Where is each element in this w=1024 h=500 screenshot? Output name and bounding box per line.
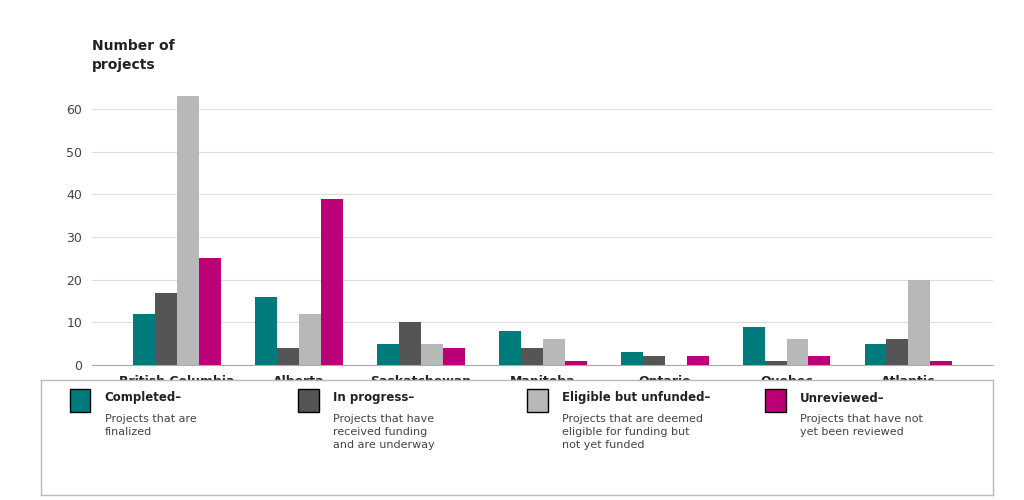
Bar (931, 360, 952, 365)
Text: Projects that have
received funding
and are underway: Projects that have received funding and … (334, 414, 435, 450)
Bar (621, 352, 643, 365)
Bar (377, 344, 399, 365)
Bar (133, 314, 155, 365)
Bar (299, 314, 321, 365)
Text: In progress–: In progress– (334, 392, 415, 404)
Text: Completed–: Completed– (104, 392, 182, 404)
Bar (321, 198, 343, 365)
Bar (421, 344, 442, 365)
Bar (399, 322, 421, 365)
FancyBboxPatch shape (765, 389, 785, 412)
Text: Eligible but unfunded–: Eligible but unfunded– (562, 392, 711, 404)
FancyBboxPatch shape (526, 389, 548, 412)
Bar (686, 356, 709, 365)
Bar (564, 360, 587, 365)
Bar (199, 258, 221, 365)
Text: Projects that have not
yet been reviewed: Projects that have not yet been reviewed (800, 414, 923, 438)
Text: Unreviewed–: Unreviewed– (800, 392, 885, 404)
Bar (809, 356, 830, 365)
Bar (908, 280, 931, 365)
Text: projects: projects (92, 58, 156, 72)
Bar (786, 340, 809, 365)
Bar (887, 340, 908, 365)
Bar (643, 356, 665, 365)
Text: Number of: Number of (92, 38, 175, 52)
Bar (255, 297, 276, 365)
Bar (155, 292, 177, 365)
Bar (543, 340, 564, 365)
Text: Projects that are deemed
eligible for funding but
not yet funded: Projects that are deemed eligible for fu… (562, 414, 702, 450)
Text: Projects that are
finalized: Projects that are finalized (104, 414, 197, 438)
Bar (864, 344, 887, 365)
Bar (442, 348, 465, 365)
Bar (499, 331, 521, 365)
FancyBboxPatch shape (70, 389, 90, 412)
Bar (742, 326, 765, 365)
Bar (521, 348, 543, 365)
Bar (177, 96, 199, 365)
Bar (765, 360, 786, 365)
Bar (276, 348, 299, 365)
FancyBboxPatch shape (298, 389, 319, 412)
